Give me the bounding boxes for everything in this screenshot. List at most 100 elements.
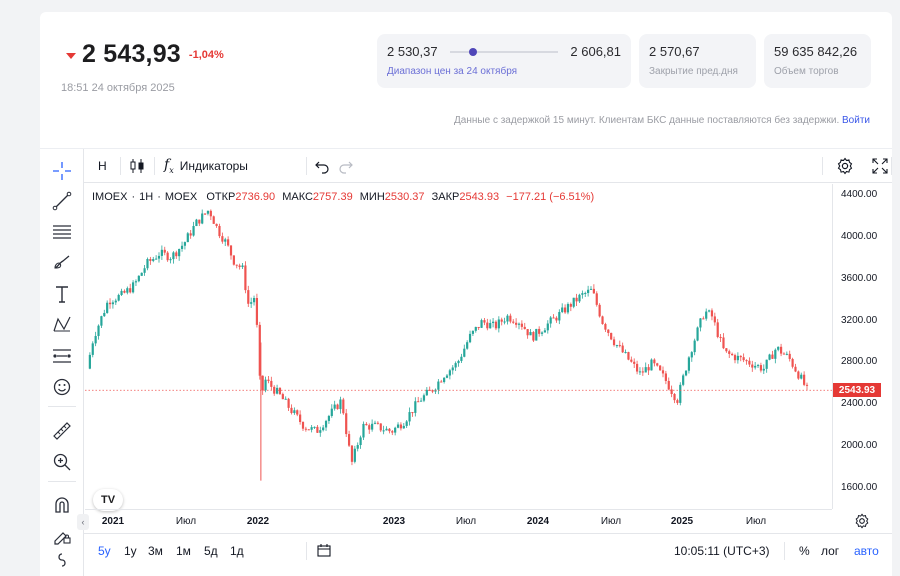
candle-body xyxy=(431,390,434,392)
candle-body xyxy=(774,349,777,359)
time-tick-label: 2024 xyxy=(526,516,550,527)
candle-body xyxy=(731,353,734,356)
legend-symbol: IMOEX xyxy=(92,191,128,203)
fib-retracement-tool-icon[interactable] xyxy=(49,220,75,244)
last-price: 2 543,93 xyxy=(82,40,181,68)
bottombar-divider xyxy=(306,542,307,560)
trend-line-tool-icon[interactable] xyxy=(49,189,75,213)
candle-body xyxy=(183,242,187,246)
time-axis[interactable]: 2021 Июл 2022 2023 Июл 2024 Июл 2025 Июл ‹ xyxy=(77,509,832,533)
candle-body xyxy=(255,298,259,325)
interval-selector[interactable]: Н xyxy=(98,159,107,173)
collapse-toolbar-icon[interactable]: ‹ xyxy=(77,514,89,530)
range-button-3[interactable]: 1м xyxy=(176,544,191,558)
candle-body xyxy=(515,322,518,325)
redo-icon[interactable] xyxy=(338,149,354,183)
candle-body xyxy=(765,359,768,369)
price-row: 2 543,93 -1,04% xyxy=(66,40,224,69)
candle-body xyxy=(111,302,115,305)
candles-style-icon[interactable] xyxy=(128,149,146,183)
candle-body xyxy=(290,407,293,414)
time-tick-label: 2025 xyxy=(670,516,694,527)
date-range-calendar-icon[interactable] xyxy=(316,534,332,568)
quote-card: 2 543,93 -1,04% 18:51 24 октября 2025 2 … xyxy=(40,12,892,576)
legend-close-label: ЗАКР xyxy=(431,191,460,203)
candle-body xyxy=(610,332,613,340)
range-button-0[interactable]: 5у xyxy=(98,544,111,558)
indicators-label: Индикаторы xyxy=(179,159,248,173)
auto-scale-toggle[interactable]: авто xyxy=(854,544,879,558)
candle-body xyxy=(91,343,94,355)
candle-body xyxy=(759,365,763,371)
range-button-2[interactable]: 3м xyxy=(148,544,163,558)
candle-body xyxy=(754,365,757,368)
range-label: Диапазон цен за 24 октября xyxy=(387,66,518,77)
candle-body xyxy=(275,387,279,394)
pattern-tool-icon[interactable] xyxy=(49,313,75,337)
log-scale-toggle[interactable]: лог xyxy=(821,544,840,558)
text-tool-icon[interactable] xyxy=(49,282,75,306)
candle-body xyxy=(425,389,428,396)
indicators-button[interactable]: fx Индикаторы xyxy=(164,149,248,183)
candle-body xyxy=(224,239,227,242)
candle-body xyxy=(129,288,132,293)
price-axis[interactable]: 4400.00 4000.00 3600.00 3200.00 2800.00 2400.… xyxy=(832,184,892,509)
smiley-tool-icon[interactable] xyxy=(49,375,75,399)
candle-body xyxy=(460,356,463,361)
candle-body xyxy=(362,423,365,438)
range-button-1[interactable]: 1у xyxy=(124,544,137,558)
candle-body xyxy=(215,223,218,226)
percent-scale-toggle[interactable]: % xyxy=(799,544,810,558)
price-tick-label: 3600.00 xyxy=(841,272,878,284)
price-chart[interactable] xyxy=(85,184,832,509)
candle-body xyxy=(561,307,564,313)
candlestick-chart[interactable] xyxy=(85,184,832,509)
volume-box: 59 635 842,26 Объем торгов xyxy=(764,34,871,88)
candle-body xyxy=(419,400,423,402)
topbar-divider xyxy=(822,157,823,175)
candle-body xyxy=(284,398,287,400)
undo-icon[interactable] xyxy=(314,149,330,183)
candle-body xyxy=(782,353,786,355)
brush-tool-icon[interactable] xyxy=(49,251,75,275)
range-button-4[interactable]: 5д xyxy=(204,544,218,558)
candle-body xyxy=(471,330,475,334)
timezone-clock[interactable]: 10:05:11 (UTC+3) xyxy=(674,544,770,558)
legend-interval: 1Н xyxy=(139,191,154,203)
tradingview-logo-icon[interactable]: TV xyxy=(93,489,123,511)
candle-body xyxy=(169,259,172,261)
candle-body xyxy=(201,213,204,224)
lock-drawing-tool-icon[interactable] xyxy=(49,524,75,548)
login-link[interactable]: Войти xyxy=(842,115,870,126)
axis-settings-gear-icon[interactable] xyxy=(854,513,870,534)
candle-body xyxy=(627,352,630,360)
ruler-tool-icon[interactable] xyxy=(49,419,75,443)
candle-body xyxy=(146,258,149,269)
time-tick-label: Июл xyxy=(455,516,477,527)
range-button-5[interactable]: 1д xyxy=(230,544,244,558)
candle-body xyxy=(503,321,506,323)
candle-body xyxy=(454,363,457,368)
candle-body xyxy=(443,377,446,383)
candle-body xyxy=(486,322,489,329)
candle-body xyxy=(679,384,682,403)
candle-body xyxy=(195,219,198,227)
more-tools-icon[interactable] xyxy=(49,553,75,569)
topbar-divider xyxy=(120,157,121,175)
price-tick-label: 4000.00 xyxy=(841,230,878,242)
candle-body xyxy=(264,379,267,391)
candle-body xyxy=(261,375,264,391)
candle-body xyxy=(687,357,691,371)
fullscreen-icon[interactable] xyxy=(871,149,889,183)
zoom-in-tool-icon[interactable] xyxy=(49,450,75,474)
legend-high: 2757.39 xyxy=(312,191,353,203)
candle-body xyxy=(227,239,230,246)
crosshair-tool-icon[interactable] xyxy=(49,159,75,183)
magnet-tool-icon[interactable] xyxy=(49,493,75,517)
candle-body xyxy=(376,422,379,424)
candle-body xyxy=(252,298,256,303)
candle-body xyxy=(123,290,126,293)
chart-legend: IMOEX · 1Н · MOEX ОТКР2736.90 МАКС2757.39 МИ… xyxy=(92,191,595,203)
prediction-tool-icon[interactable] xyxy=(49,344,75,368)
settings-gear-icon[interactable] xyxy=(836,149,854,183)
